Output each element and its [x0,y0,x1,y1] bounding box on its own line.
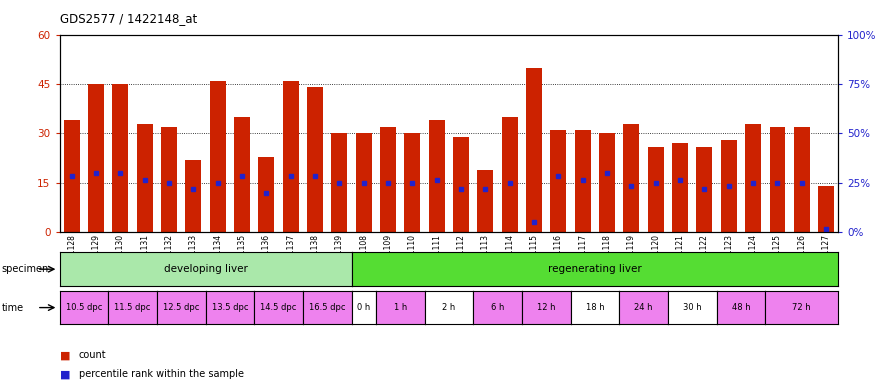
Text: specimen: specimen [2,264,49,274]
Bar [501,117,518,232]
Bar [818,186,834,232]
Text: 48 h: 48 h [732,303,750,312]
Text: 10.5 dpc: 10.5 dpc [66,303,102,312]
Bar [746,124,761,232]
Bar [161,127,177,232]
Text: 16.5 dpc: 16.5 dpc [309,303,346,312]
Bar [356,134,372,232]
Bar [550,130,566,232]
Bar [258,157,274,232]
Text: percentile rank within the sample: percentile rank within the sample [79,369,244,379]
Text: 18 h: 18 h [585,303,605,312]
Text: 2 h: 2 h [442,303,456,312]
Bar [88,84,104,232]
Bar [283,81,298,232]
Bar [404,134,420,232]
Bar [136,124,152,232]
Bar [672,143,688,232]
Bar [112,84,129,232]
Text: time: time [2,303,24,313]
Text: ■: ■ [60,369,70,379]
Text: 30 h: 30 h [682,303,702,312]
Bar [599,134,615,232]
Text: GDS2577 / 1422148_at: GDS2577 / 1422148_at [60,12,197,25]
Text: ■: ■ [60,350,70,360]
Text: 11.5 dpc: 11.5 dpc [115,303,150,312]
Text: 0 h: 0 h [357,303,370,312]
Text: 12 h: 12 h [537,303,556,312]
Text: developing liver: developing liver [164,264,248,274]
Text: 6 h: 6 h [491,303,504,312]
Bar [186,160,201,232]
Bar [769,127,786,232]
Text: count: count [79,350,107,360]
Text: 13.5 dpc: 13.5 dpc [212,303,248,312]
Bar [64,120,80,232]
Bar [210,81,226,232]
Bar [478,170,494,232]
Text: 12.5 dpc: 12.5 dpc [163,303,200,312]
Bar [696,147,712,232]
Text: 72 h: 72 h [793,303,811,312]
Bar [453,137,469,232]
Bar [429,120,444,232]
Bar [526,68,542,232]
Text: 14.5 dpc: 14.5 dpc [261,303,297,312]
Bar [380,127,396,232]
Text: 1 h: 1 h [394,303,407,312]
Bar [307,87,323,232]
Bar [624,124,640,232]
Bar [332,134,347,232]
Bar [648,147,663,232]
Bar [575,130,591,232]
Bar [721,140,737,232]
Bar [794,127,809,232]
Bar [234,117,250,232]
Text: regenerating liver: regenerating liver [548,264,641,274]
Text: 24 h: 24 h [634,303,653,312]
